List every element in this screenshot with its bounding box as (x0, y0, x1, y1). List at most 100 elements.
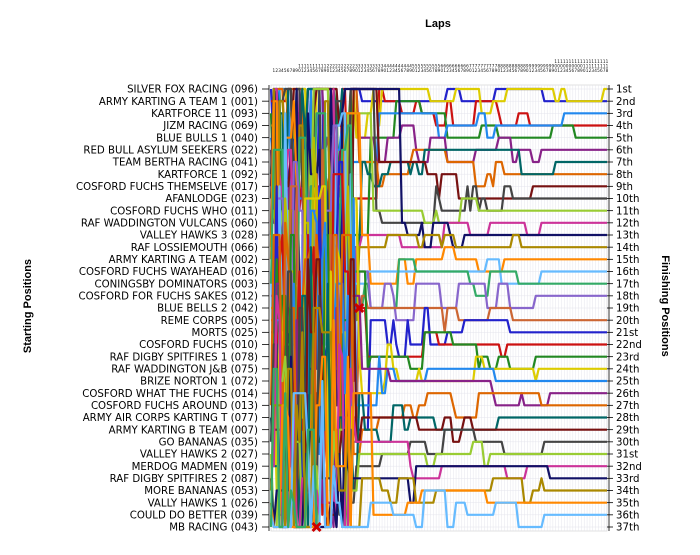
lap-tick-label: 7 (290, 68, 293, 73)
team-position-line (269, 87, 607, 419)
starting-position-label: MB RACING (043) (169, 523, 258, 534)
team-position-line (271, 233, 607, 504)
starting-position-label: RAF WADDINGTON J&B (075) (111, 364, 258, 375)
finishing-position-label: 34th (616, 486, 639, 497)
lap-tick-label: 1 (273, 68, 276, 73)
finishing-position-label: 5th (616, 133, 633, 144)
retirement-marks (311, 302, 365, 533)
retirement-x-mark (354, 302, 365, 314)
finishing-position-label: 4th (616, 121, 633, 132)
finishing-position-label: 10th (616, 194, 639, 205)
finishing-position-label: 6th (616, 145, 633, 156)
finishing-position-label: 28th (616, 413, 639, 424)
starting-position-label: COSFORD FUCHS (010) (139, 340, 258, 351)
starting-position-label: MORE BANANAS (053) (144, 486, 258, 497)
finishing-position-label: 8th (616, 170, 633, 181)
starting-position-label: GO BANANAS (035) (159, 437, 258, 448)
finishing-position-label: 11th (616, 206, 639, 217)
lap-tick-label: 6 (287, 68, 290, 73)
starting-position-label: AFANLODGE (023) (165, 194, 258, 205)
starting-position-label: VALLEY HAWKS 3 (028) (140, 231, 258, 242)
finishing-position-label: 29th (616, 425, 639, 436)
team-position-line (269, 367, 318, 529)
finishing-position-label: 24th (616, 364, 639, 375)
starting-position-label: BRIZE NORTON 1 (072) (140, 377, 258, 388)
starting-position-label: ARMY KARTING A TEAM (002) (109, 255, 258, 266)
chart-title: Laps (425, 18, 451, 30)
finishing-position-label: 16th (616, 267, 639, 278)
finishing-position-label: 15th (616, 255, 639, 266)
finishing-position-label: 21st (616, 328, 638, 339)
starting-position-label: RAF DIGBY SPITFIRES 2 (087) (110, 474, 258, 485)
starting-position-label: RAF DIGBY SPITFIRES 1 (078) (110, 352, 258, 363)
retirement-x-mark (311, 521, 322, 533)
team-position-line (269, 87, 607, 310)
finishing-position-label: 12th (616, 218, 639, 229)
finishing-position-label: 30th (616, 437, 639, 448)
lap-tick-labels: 1 2 3 4 5 6 7 8 91 01 11 21 31 41 51 61 71 81 92 02 12 22 32 42… (273, 59, 609, 73)
starting-position-label: KARTFORCE 1 (092) (158, 170, 258, 181)
starting-position-label: VALLY HAWKS 1 (026) (148, 498, 258, 509)
finishing-position-label: 23rd (616, 352, 639, 363)
starting-position-label: BLUE BULLS 1 (040) (156, 133, 258, 144)
finishing-position-label: 7th (616, 158, 633, 169)
finishing-position-label: 32nd (616, 462, 642, 473)
